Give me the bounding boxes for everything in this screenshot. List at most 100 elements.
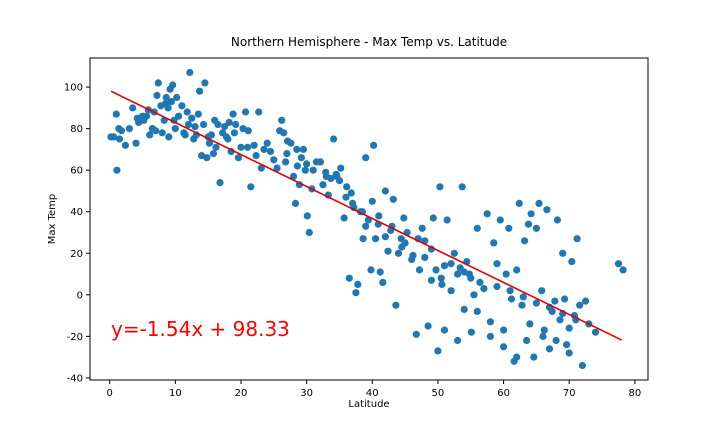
y-tick-label: 20 xyxy=(70,249,83,260)
data-point xyxy=(283,150,291,158)
data-point xyxy=(224,135,232,143)
y-tick-label: 60 xyxy=(70,166,83,177)
data-point xyxy=(270,156,278,164)
data-point xyxy=(293,162,301,170)
data-point xyxy=(483,210,491,218)
data-point xyxy=(255,108,263,116)
data-point xyxy=(221,123,229,131)
data-point xyxy=(467,328,475,336)
data-point xyxy=(454,336,462,345)
data-point xyxy=(418,224,426,232)
data-point xyxy=(158,129,166,137)
data-point xyxy=(447,260,455,268)
data-point xyxy=(427,276,435,284)
data-point xyxy=(370,141,378,149)
data-point xyxy=(424,322,432,330)
data-point xyxy=(186,68,194,77)
data-point xyxy=(392,301,400,309)
data-point xyxy=(291,199,300,207)
data-point xyxy=(196,87,204,95)
data-point xyxy=(337,164,345,172)
data-point xyxy=(513,353,521,361)
data-point xyxy=(443,216,451,224)
data-point xyxy=(175,112,183,120)
data-point xyxy=(400,214,408,222)
data-point xyxy=(252,152,260,160)
data-point xyxy=(552,336,560,345)
data-point xyxy=(412,330,420,338)
data-point xyxy=(244,143,252,151)
data-point xyxy=(367,266,375,274)
data-point xyxy=(438,280,446,288)
data-point xyxy=(117,127,126,135)
data-point xyxy=(408,255,416,264)
x-tick-label: 10 xyxy=(169,388,182,399)
data-point xyxy=(132,139,140,147)
data-point xyxy=(260,145,268,153)
data-point xyxy=(201,79,209,87)
data-point xyxy=(342,193,350,201)
data-point xyxy=(184,120,193,129)
data-point xyxy=(332,170,340,178)
data-point xyxy=(372,235,380,243)
data-point xyxy=(521,237,529,245)
data-points xyxy=(107,68,627,370)
data-point xyxy=(591,328,600,336)
data-point xyxy=(470,291,478,299)
data-point xyxy=(250,141,258,149)
x-tick-label: 80 xyxy=(629,388,642,399)
data-point xyxy=(335,177,344,185)
data-point xyxy=(129,104,137,112)
data-point xyxy=(530,353,538,361)
data-point xyxy=(319,181,327,189)
data-point xyxy=(447,287,455,295)
data-point xyxy=(535,199,543,207)
data-point xyxy=(519,293,527,301)
data-point xyxy=(515,199,523,207)
data-point xyxy=(244,127,252,135)
data-point xyxy=(153,91,161,99)
data-point xyxy=(500,326,508,334)
data-point xyxy=(343,183,351,191)
data-point xyxy=(551,297,559,305)
data-point xyxy=(133,114,141,122)
data-point xyxy=(183,108,191,116)
data-point xyxy=(545,345,554,353)
data-point xyxy=(322,172,330,180)
data-point xyxy=(354,280,362,288)
data-point xyxy=(389,195,397,203)
data-point xyxy=(316,158,324,166)
data-point xyxy=(247,183,255,191)
y-tick-label: -20 xyxy=(67,332,83,343)
data-point xyxy=(486,318,494,326)
y-axis-label: Max Temp xyxy=(47,194,58,245)
data-point xyxy=(229,110,237,118)
data-point xyxy=(237,143,245,151)
data-point xyxy=(161,100,170,108)
data-point xyxy=(303,212,311,220)
data-point xyxy=(561,295,569,303)
data-point xyxy=(458,183,466,191)
data-point xyxy=(242,108,250,116)
data-point xyxy=(543,206,551,214)
data-point xyxy=(532,299,541,307)
data-point xyxy=(280,129,288,137)
regression-line xyxy=(110,90,623,341)
data-point xyxy=(309,166,317,174)
data-point xyxy=(273,164,281,172)
data-point xyxy=(467,274,475,282)
data-point xyxy=(330,135,338,143)
x-tick-label: 70 xyxy=(563,388,576,399)
data-point xyxy=(527,210,535,218)
data-point xyxy=(368,197,376,205)
data-point xyxy=(209,150,217,158)
data-point xyxy=(505,224,513,232)
data-point xyxy=(556,316,564,324)
x-tick-label: 40 xyxy=(366,388,379,399)
data-point xyxy=(513,266,521,274)
data-point xyxy=(212,143,220,151)
data-point xyxy=(303,160,311,168)
data-point xyxy=(476,278,484,286)
data-point xyxy=(573,235,581,243)
y-tick-label: 0 xyxy=(77,290,83,301)
